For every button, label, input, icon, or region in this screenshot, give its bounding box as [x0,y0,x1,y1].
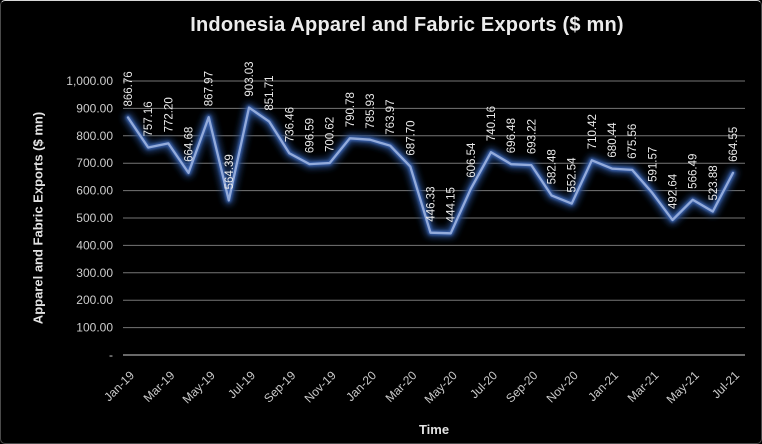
data-label: 740.16 [486,106,498,141]
data-label: 736.46 [284,107,296,142]
x-tick-label: Sep-20 [503,368,540,405]
data-label: 566.49 [688,154,700,189]
data-label: 675.56 [627,124,639,159]
data-label: 564.39 [224,154,236,189]
data-label: 696.59 [305,118,317,153]
x-tick-label: Jul-20 [467,368,500,401]
x-tick-label: Jan-21 [585,368,621,404]
x-tick-label: Mar-20 [383,368,420,405]
y-tick-label: 500.00 [76,211,113,225]
chart-title: Indonesia Apparel and Fabric Exports ($ … [190,14,624,36]
data-label: 552.54 [567,157,579,193]
data-label: 446.33 [426,187,438,222]
x-tick-label: May-19 [180,368,218,406]
data-label: 790.78 [345,92,357,127]
data-label: 664.68 [184,127,196,162]
y-tick-label: 600.00 [76,184,113,198]
data-label: 664.55 [728,127,740,162]
x-tick-label: Mar-21 [625,368,662,405]
data-label: 866.76 [123,71,135,106]
y-tick-label: - [109,348,113,362]
data-label: 687.70 [405,120,417,155]
x-tick-label: Mar-19 [141,368,178,405]
x-axis-title: Time [418,422,450,437]
y-tick-label: 800.00 [76,129,113,143]
data-label: 693.22 [526,119,538,154]
data-label: 680.44 [607,122,619,158]
data-label: 851.71 [264,75,276,110]
data-label: 700.62 [325,117,337,152]
y-tick-label: 300.00 [76,266,113,280]
series-line [126,106,735,235]
y-tick-label: 200.00 [76,293,113,307]
x-tick-label: Nov-19 [302,368,339,405]
x-tick-label: Nov-20 [544,368,581,405]
data-label: 606.54 [466,142,478,178]
data-label: 523.88 [708,165,720,200]
data-label: 710.42 [587,114,599,149]
x-tick-label: Jul-19 [225,368,258,401]
data-label: 763.97 [385,100,397,135]
data-label: 696.48 [506,118,518,153]
data-label: 772.20 [163,97,175,132]
x-tick-label: Jan-19 [101,368,137,404]
y-tick-label: 700.00 [76,156,113,170]
data-label: 903.03 [244,61,256,96]
x-tick-label: Jan-20 [343,368,379,404]
x-tick-label: May-20 [422,368,460,406]
y-tick-label: 100.00 [76,321,113,335]
y-tick-label: 900.00 [76,101,113,115]
y-tick-label: 400.00 [76,238,113,252]
x-tick-label: Sep-19 [261,368,298,405]
x-tick-label: May-21 [664,368,702,406]
data-label: 582.48 [547,149,559,184]
data-label: 757.16 [143,101,155,136]
data-label: 492.64 [668,173,680,209]
x-tick-label: Jul-21 [709,368,742,401]
data-label: 785.93 [365,94,377,129]
data-label: 444.15 [446,187,458,222]
y-tick-label: 1,000.00 [66,74,113,88]
data-label: 867.97 [204,71,216,106]
data-label: 591.57 [647,147,659,182]
